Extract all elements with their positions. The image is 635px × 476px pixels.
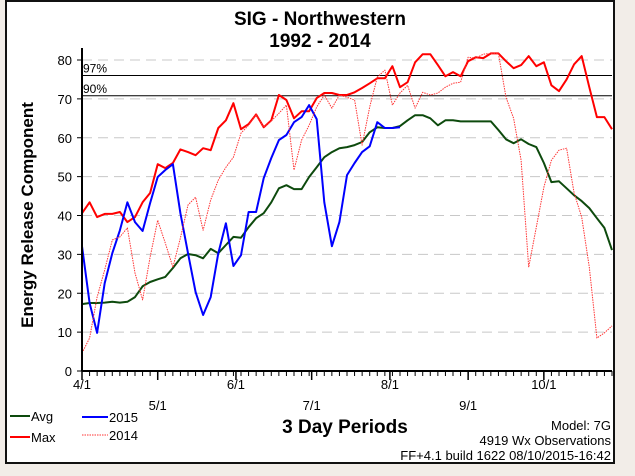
x-tick-label: 7/1: [303, 398, 321, 413]
x-axis-label: 3 Day Periods: [282, 417, 408, 438]
y-tick-label: 80: [58, 53, 72, 68]
y-tick-label: 70: [58, 92, 72, 107]
x-tick-label: 6/1: [227, 377, 245, 392]
legend-label-max: Max: [31, 430, 56, 445]
y-tick-label: 30: [58, 247, 72, 262]
legend: Avg Max 2015 2014: [10, 409, 138, 445]
chart-subtitle: 1992 - 2014: [269, 31, 371, 52]
y-tick-label: 0: [65, 364, 72, 379]
legend-label-avg: Avg: [31, 409, 53, 424]
observations-text: 4919 Wx Observations: [479, 433, 611, 448]
x-tick-label: 10/1: [531, 377, 556, 392]
series-line-2015: [81, 104, 401, 334]
x-tick-label: 8/1: [381, 377, 399, 392]
x-tick-label: 4/1: [73, 377, 91, 392]
y-tick-label: 10: [58, 325, 72, 340]
legend-label-2014: 2014: [109, 428, 138, 443]
threshold-label: 97%: [83, 62, 107, 76]
series-line-max: [81, 52, 613, 224]
y-tick-label: 40: [58, 209, 72, 224]
threshold-label: 90%: [83, 82, 107, 96]
series-line-avg: [81, 114, 613, 306]
series-line-2014: [81, 52, 613, 354]
x-tick-label: 5/1: [149, 398, 167, 413]
chart-frame: [5, 0, 615, 464]
build-text: FF+4.1 build 1622 08/10/2015-16:42: [400, 448, 611, 463]
chart-title: SIG - Northwestern: [234, 9, 406, 30]
y-tick-label: 20: [58, 286, 72, 301]
legend-label-2015: 2015: [109, 410, 138, 425]
y-axis-label: Energy Release Component: [18, 102, 37, 328]
y-tick-label: 50: [58, 170, 72, 185]
y-tick-label: 60: [58, 131, 72, 146]
x-tick-label: 9/1: [459, 398, 477, 413]
model-text: Model: 7G: [551, 418, 611, 433]
